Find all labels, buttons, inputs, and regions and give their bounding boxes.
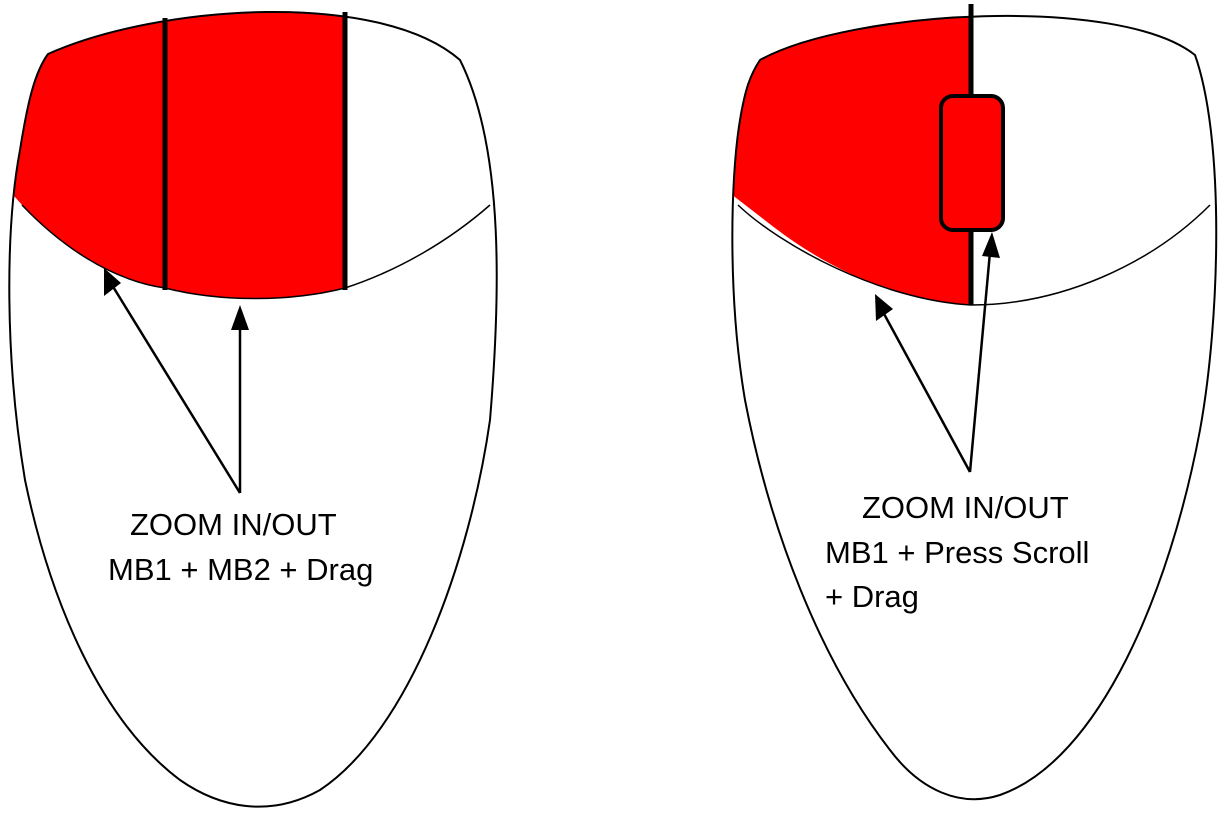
right-mouse-scroll-wheel: [939, 94, 1005, 232]
left-mouse-mb1-button: [9, 11, 165, 288]
right-mouse-mb1-button: [732, 15, 971, 305]
left-mouse-body-outline: [8, 11, 498, 808]
left-mouse-mb2-button: [165, 11, 345, 299]
left-mouse: ZOOM IN/OUT MB1 + MB2 + Drag: [8, 11, 498, 808]
right-arrow-head-mb1: [875, 294, 893, 321]
left-arrow-to-mb1: [110, 284, 242, 494]
left-mouse-button-boundary: [21, 204, 491, 300]
right-caption-title: ZOOM IN/OUT: [862, 490, 1069, 525]
right-arrow-head-scroll: [982, 232, 1000, 258]
left-caption-action: MB1 + MB2 + Drag: [108, 552, 373, 587]
right-caption-action-continued: + Drag: [825, 579, 919, 614]
left-caption-title: ZOOM IN/OUT: [130, 507, 337, 542]
right-caption-action: MB1 + Press Scroll: [825, 535, 1089, 570]
right-arrow-to-scroll: [968, 251, 992, 473]
left-arrow-head-mb1: [104, 268, 121, 296]
right-arrow-to-mb1: [881, 311, 972, 473]
right-mouse-body-outline: [731, 14, 1218, 801]
right-mouse: ZOOM IN/OUT MB1 + Press Scroll + Drag: [731, 4, 1218, 801]
left-arrow-head-mb2: [231, 305, 249, 330]
